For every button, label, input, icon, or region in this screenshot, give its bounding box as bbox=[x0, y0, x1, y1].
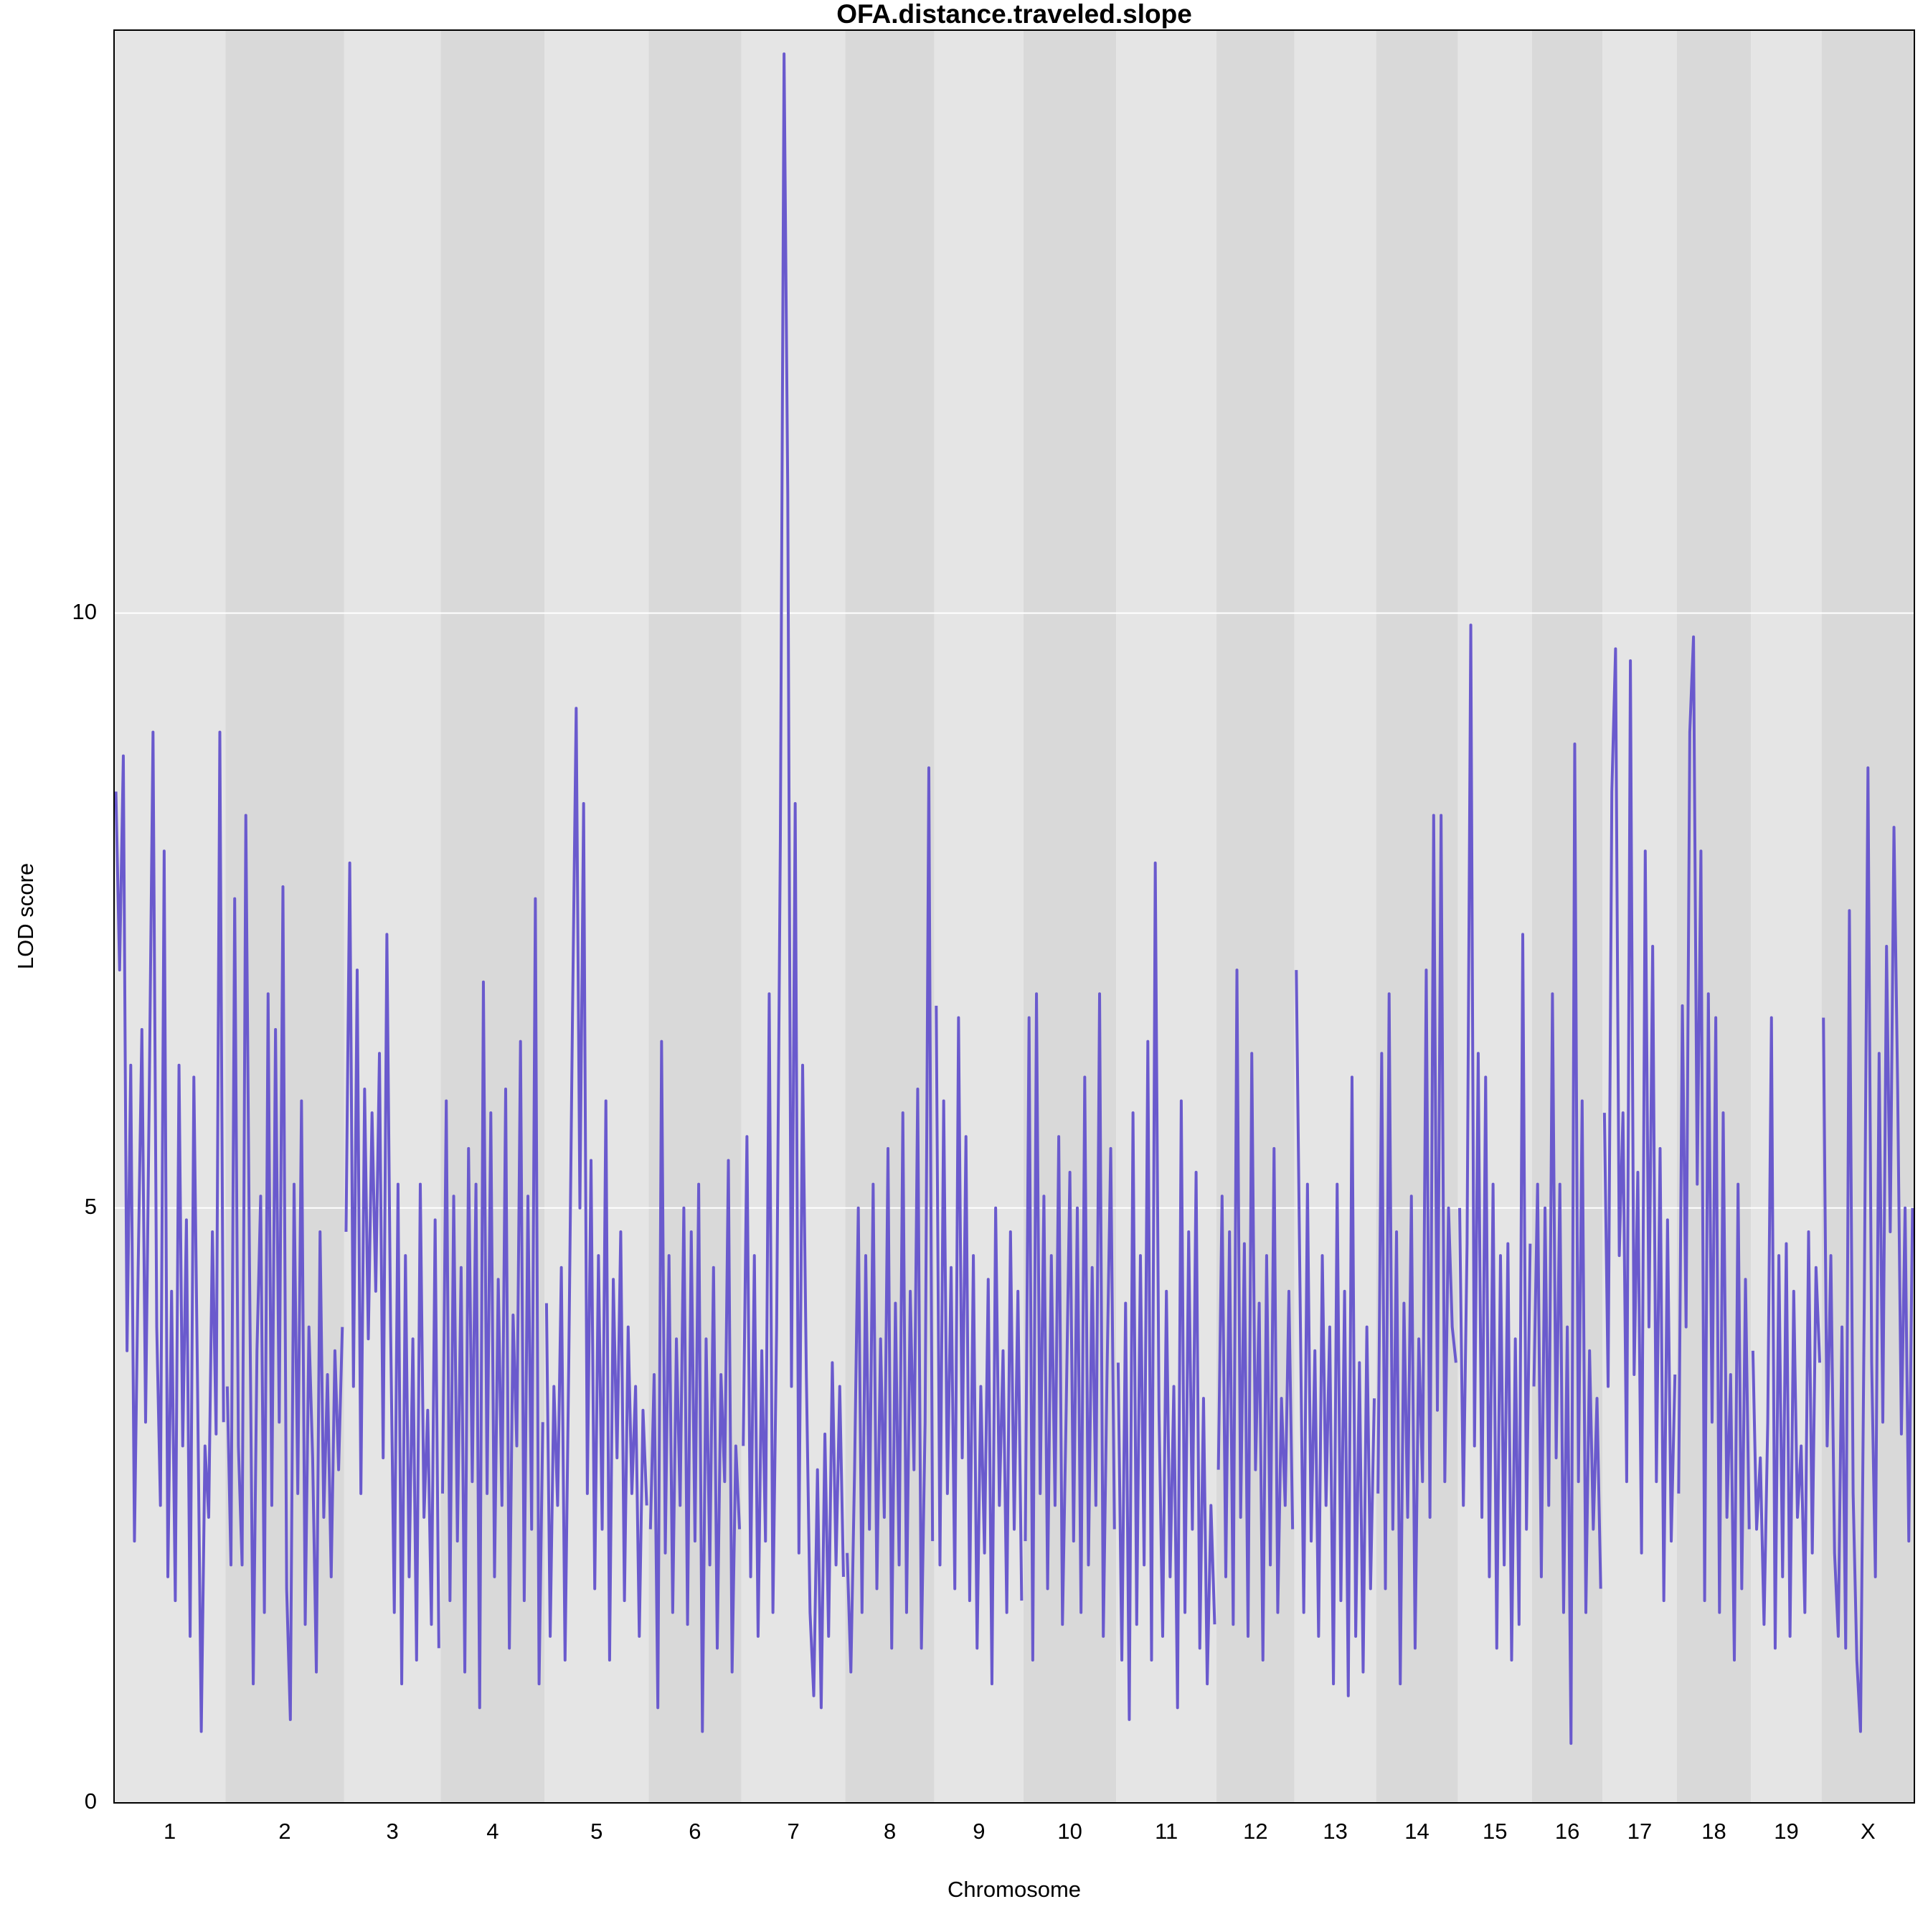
lod-line bbox=[1822, 766, 1914, 1733]
lod-line bbox=[344, 861, 440, 1686]
x-tick-label: 7 bbox=[787, 1819, 799, 1844]
x-tick-label: 12 bbox=[1243, 1819, 1267, 1844]
lod-line bbox=[1295, 970, 1376, 1697]
x-axis-title: Chromosome bbox=[948, 1877, 1081, 1902]
x-tick-label: X bbox=[1861, 1819, 1876, 1844]
lod-line bbox=[742, 52, 845, 1710]
lod-line bbox=[544, 707, 648, 1662]
plot-frame bbox=[113, 29, 1915, 1804]
x-tick-label: 18 bbox=[1701, 1819, 1726, 1844]
x-tick-label: 6 bbox=[689, 1819, 701, 1844]
lod-line bbox=[846, 766, 935, 1674]
chart-title: OFA.distance.traveled.slope bbox=[836, 0, 1192, 29]
chromosome-band bbox=[1216, 30, 1295, 1803]
lod-line bbox=[1024, 992, 1116, 1662]
lines bbox=[114, 52, 1914, 1745]
y-axis-title: LOD score bbox=[13, 863, 38, 969]
x-tick-label: 10 bbox=[1057, 1819, 1082, 1844]
x-tick-label: 14 bbox=[1404, 1819, 1429, 1844]
x-tick-label: 17 bbox=[1627, 1819, 1652, 1844]
x-tick-label: 19 bbox=[1774, 1819, 1798, 1844]
x-tick-label: 16 bbox=[1555, 1819, 1579, 1844]
chromosome-band bbox=[1531, 30, 1603, 1803]
x-tick-label: 11 bbox=[1155, 1819, 1178, 1844]
x-tick-label: 1 bbox=[164, 1819, 176, 1844]
lod-line bbox=[1376, 814, 1457, 1686]
lod-line bbox=[225, 814, 344, 1721]
x-tick-label: 9 bbox=[973, 1819, 985, 1844]
x-tick-label: 3 bbox=[387, 1819, 399, 1844]
x-tick-label: 8 bbox=[884, 1819, 896, 1844]
lod-line bbox=[114, 730, 225, 1733]
y-tick-label: 10 bbox=[72, 599, 97, 624]
lod-line bbox=[1116, 861, 1216, 1721]
lod-line bbox=[648, 1040, 742, 1733]
x-tick-label: 13 bbox=[1323, 1819, 1347, 1844]
lod-line bbox=[1458, 623, 1532, 1662]
lod-line bbox=[1602, 647, 1677, 1603]
lod-line bbox=[441, 897, 544, 1710]
lod-line bbox=[1677, 635, 1751, 1662]
x-tick-label: 4 bbox=[486, 1819, 498, 1844]
y-tick-label: 0 bbox=[85, 1789, 97, 1814]
lod-line bbox=[1216, 969, 1295, 1662]
y-tick-label: 5 bbox=[85, 1194, 97, 1219]
x-tick-label: 15 bbox=[1483, 1819, 1507, 1844]
lod-line bbox=[1751, 1016, 1822, 1650]
chromosome-band bbox=[1023, 30, 1117, 1803]
x-tick-label: 5 bbox=[590, 1819, 602, 1844]
lod-line bbox=[935, 1005, 1024, 1686]
lod-line bbox=[1532, 743, 1602, 1745]
x-tick-label: 2 bbox=[278, 1819, 290, 1844]
